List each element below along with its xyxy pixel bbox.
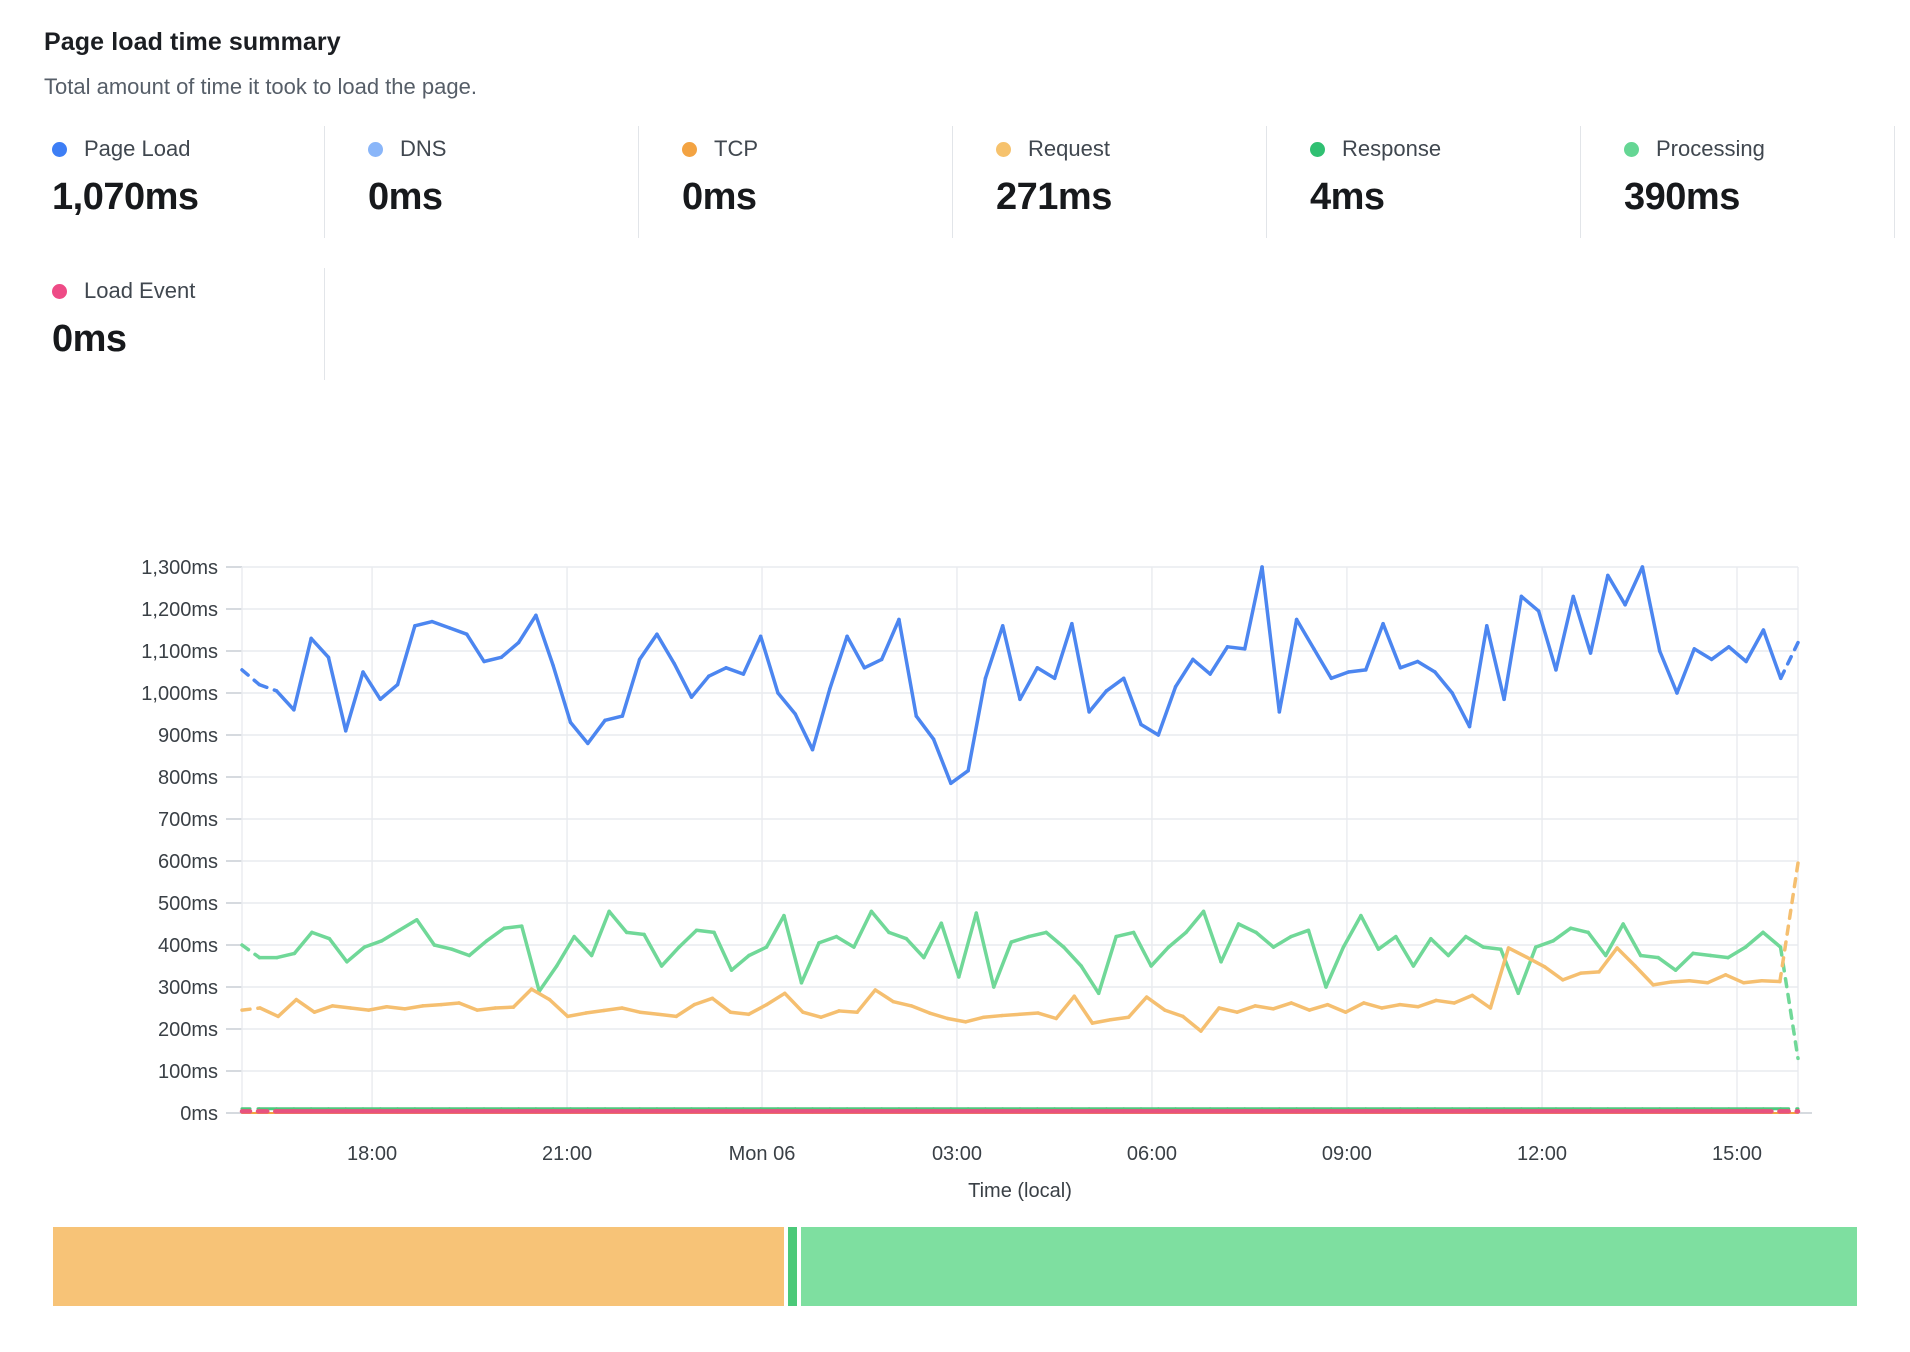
svg-text:Mon 06: Mon 06 [729, 1143, 796, 1165]
processing-segment [800, 1227, 1857, 1306]
svg-text:18:00: 18:00 [347, 1143, 397, 1165]
stat-value: 4ms [1310, 176, 1385, 218]
svg-text:600ms: 600ms [158, 851, 218, 873]
timing-breakdown-bar [53, 1227, 1857, 1306]
stat-value: 0ms [52, 318, 127, 360]
legend-item-dns[interactable]: DNS 0ms [325, 126, 639, 238]
request-dot-icon [996, 141, 1011, 157]
response-dot-icon [1310, 141, 1325, 157]
legend-item-page-load[interactable]: Page Load 1,070ms [44, 126, 325, 238]
response-segment [787, 1227, 797, 1306]
stat-value: 0ms [368, 176, 443, 218]
stat-value: 1,070ms [52, 176, 199, 218]
svg-text:09:00: 09:00 [1322, 1143, 1372, 1165]
svg-text:0ms: 0ms [180, 1103, 218, 1125]
tcp-dot-icon [682, 141, 697, 157]
svg-text:700ms: 700ms [158, 809, 218, 831]
stat-label: Request [1028, 136, 1110, 161]
stat-label: Page Load [84, 136, 191, 161]
svg-text:15:00: 15:00 [1712, 1143, 1762, 1165]
svg-text:800ms: 800ms [158, 767, 218, 789]
legend-item-response[interactable]: Response 4ms [1267, 126, 1581, 238]
svg-text:21:00: 21:00 [542, 1143, 592, 1165]
svg-text:1,200ms: 1,200ms [141, 599, 218, 621]
stat-label: Response [1342, 136, 1442, 161]
metric-legend-row: Page Load 1,070ms DNS 0ms TCP 0ms Reques… [0, 126, 1910, 238]
stat-value: 0ms [682, 176, 757, 218]
load-event-dot-icon [52, 283, 67, 299]
svg-text:06:00: 06:00 [1127, 1143, 1177, 1165]
svg-text:500ms: 500ms [158, 893, 218, 915]
svg-text:200ms: 200ms [158, 1019, 218, 1041]
svg-text:1,100ms: 1,100ms [141, 641, 218, 663]
legend-item-processing[interactable]: Processing 390ms [1581, 126, 1895, 238]
legend-item-tcp[interactable]: TCP 0ms [639, 126, 953, 238]
request-segment [53, 1227, 784, 1306]
svg-text:Time (local): Time (local) [968, 1180, 1072, 1202]
legend-item-request[interactable]: Request 271ms [953, 126, 1267, 238]
svg-text:400ms: 400ms [158, 935, 218, 957]
metric-legend-row-2: Load Event 0ms [0, 268, 1910, 380]
svg-text:1,000ms: 1,000ms [141, 683, 218, 705]
svg-text:300ms: 300ms [158, 977, 218, 999]
stat-label: DNS [400, 136, 447, 161]
svg-text:100ms: 100ms [158, 1061, 218, 1083]
svg-text:12:00: 12:00 [1517, 1143, 1567, 1165]
stat-label: Processing [1656, 136, 1765, 161]
page-title: Page load time summary [44, 28, 341, 56]
dns-dot-icon [368, 141, 383, 157]
panel-header: Page load time summary Total amount of t… [0, 0, 1910, 100]
svg-text:03:00: 03:00 [932, 1143, 982, 1165]
svg-text:900ms: 900ms [158, 725, 218, 747]
stat-value: 271ms [996, 176, 1112, 218]
processing-dot-icon [1624, 141, 1639, 157]
load-time-chart-area: 0ms 100ms 200ms 300ms 400ms 500ms 600ms 700ms 80… [0, 423, 1910, 1218]
page-load-dot-icon [52, 141, 67, 157]
stat-value: 390ms [1624, 176, 1740, 218]
stat-label: Load Event [84, 278, 196, 303]
load-time-line-chart[interactable]: 0ms 100ms 200ms 300ms 400ms 500ms 600ms 700ms 80… [0, 423, 1910, 1213]
stat-label: TCP [714, 136, 758, 161]
svg-text:1,300ms: 1,300ms [141, 557, 218, 579]
page-subtitle: Total amount of time it took to load the… [44, 74, 477, 99]
legend-item-load-event[interactable]: Load Event 0ms [44, 268, 325, 380]
